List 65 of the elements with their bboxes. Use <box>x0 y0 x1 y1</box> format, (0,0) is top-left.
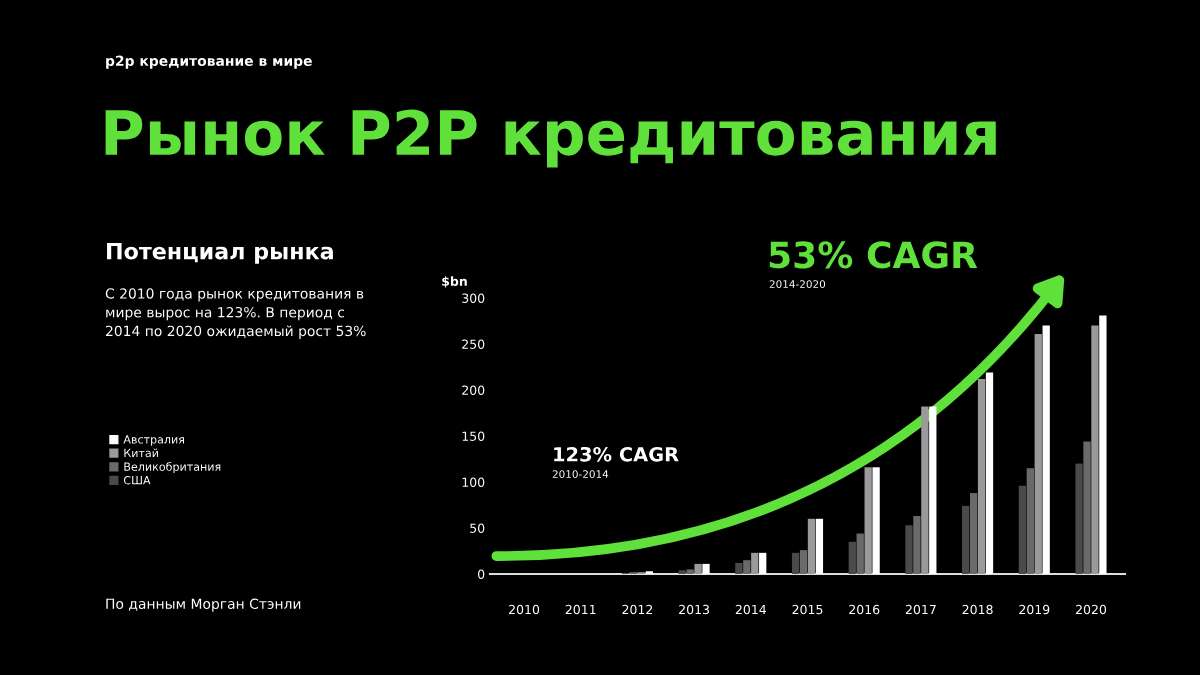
x-tick-label: 2013 <box>679 604 710 615</box>
x-tick-label: 2010 <box>509 604 540 615</box>
y-tick-label: 100 <box>462 477 485 487</box>
text: 53% CAGR <box>769 241 978 269</box>
y-tick-label: 300 <box>462 293 485 303</box>
bar <box>694 563 702 574</box>
bar <box>1026 468 1034 574</box>
text: p2p кредитование в мире <box>106 55 312 69</box>
bar <box>1083 441 1091 574</box>
x-tick-label: 2012 <box>622 604 653 615</box>
bar <box>799 550 808 574</box>
bar <box>1042 325 1050 574</box>
chart-title: Рынок P2P кредитования <box>105 109 996 168</box>
bar <box>759 552 767 574</box>
annotation: 2010-2014 <box>552 470 609 479</box>
bar <box>921 406 929 574</box>
bar <box>751 552 759 574</box>
legend-label: Австралия <box>123 435 184 446</box>
x-tick-label: 2015 <box>792 604 823 615</box>
text: Потенциал рынка <box>107 242 333 264</box>
bar <box>848 541 856 574</box>
y-tick-label: 0 <box>478 569 485 579</box>
bar <box>702 563 710 574</box>
bar <box>815 518 824 574</box>
bar <box>807 518 816 574</box>
y-axis-title: $bn <box>442 276 467 288</box>
x-tick-label: 2017 <box>905 604 936 615</box>
annotation: 123% CAGR <box>554 446 679 462</box>
bar <box>678 570 686 574</box>
x-tick-label: 2020 <box>1075 604 1107 615</box>
bar <box>791 552 800 574</box>
x-tick-label: 2019 <box>1019 604 1050 615</box>
legend-label: Великобритания <box>124 462 221 474</box>
text: По данным Морган Стэнли <box>106 598 301 612</box>
y-tick-label: 50 <box>470 523 485 533</box>
bar <box>1091 325 1099 574</box>
bar <box>1034 333 1042 574</box>
bar <box>1075 463 1083 574</box>
legend-label: Китай <box>124 448 158 458</box>
text: С 2010 года рынок кредитования в мире вырос на 123%. В период с 2014 по 2020 ожидаемый рост 53% <box>105 288 366 339</box>
bar <box>743 560 751 574</box>
bar <box>686 569 694 574</box>
bar <box>969 493 978 574</box>
bar <box>872 467 880 574</box>
text: 2014-2020 <box>769 280 826 289</box>
bar <box>864 467 872 574</box>
y-tick-label: 150 <box>462 431 485 441</box>
bar <box>645 571 653 574</box>
x-tick-label: 2011 <box>565 604 596 615</box>
bar <box>735 562 743 574</box>
legend-label: США <box>123 475 151 485</box>
bar <box>1018 485 1027 574</box>
bar <box>856 533 864 574</box>
bar <box>905 525 913 574</box>
bar <box>913 516 921 574</box>
x-tick-label: 2016 <box>849 604 880 615</box>
bar <box>1099 315 1107 574</box>
x-tick-label: 2018 <box>962 604 993 615</box>
bar <box>962 505 970 574</box>
x-tick-label: 2014 <box>735 604 767 615</box>
y-tick-label: 250 <box>462 339 485 349</box>
bar <box>977 378 986 574</box>
bar <box>985 372 994 574</box>
y-tick-label: 200 <box>462 385 485 395</box>
bar <box>929 406 937 574</box>
